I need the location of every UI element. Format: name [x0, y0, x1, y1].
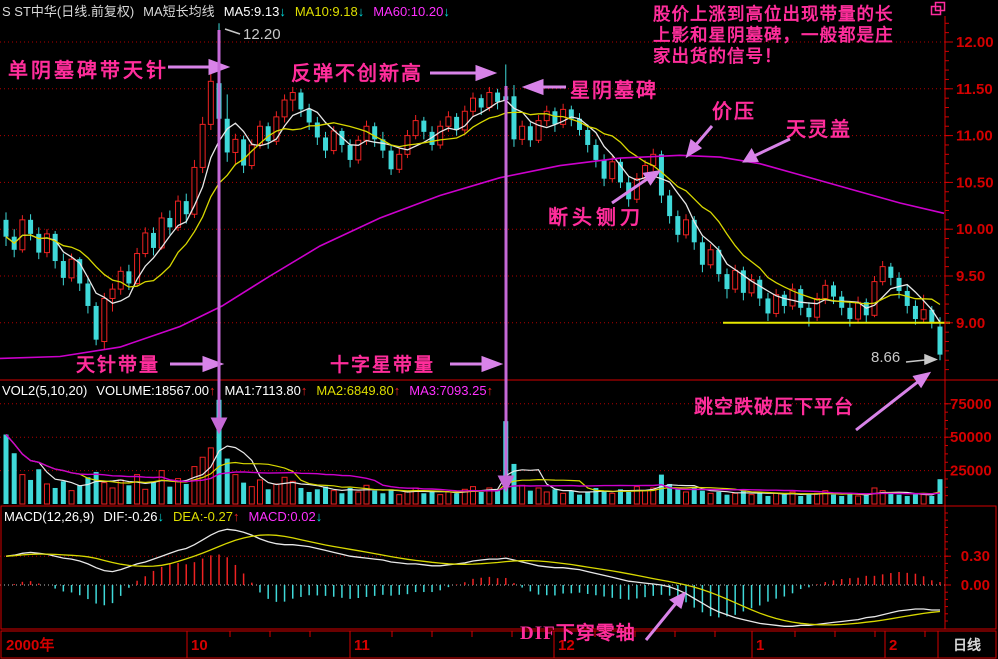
macd-axis-label: 0.00	[961, 577, 990, 594]
annotation-guillotine: 断头铡刀	[548, 207, 644, 229]
chart-line	[5, 434, 941, 495]
chart-line	[5, 99, 941, 323]
signal-line-2: 上影和星阴墓碑，一般都是庄	[653, 25, 894, 45]
ma10-value: MA10:9.18	[294, 4, 358, 19]
stock-title: S ST中华(日线.前复权)	[2, 4, 135, 19]
chart-line	[5, 434, 941, 495]
annotation-dif-cross-zero: DIF下穿零轴	[520, 623, 636, 644]
down-arrow-icon: ↓	[157, 509, 165, 524]
peak-price-label: 12.20	[243, 26, 281, 43]
price-axis-label: 9.00	[956, 315, 985, 332]
ma60-value: MA60:10.20	[373, 4, 444, 19]
price-axis-label: 11.50	[956, 81, 993, 98]
macd-pane-border	[0, 505, 997, 630]
vol-indicator-name: VOL2(5,10,20)	[2, 383, 88, 398]
signal-line-3: 家出货的信号！	[653, 46, 783, 66]
down-arrow-icon: ↓	[357, 4, 365, 19]
chart-line	[5, 528, 940, 627]
x-axis-month-label: 1	[756, 637, 764, 654]
price-axis-label: 12.00	[956, 34, 994, 51]
down-arrow-icon: ↓	[315, 509, 323, 524]
dea-value: DEA:-0.27	[173, 509, 233, 524]
up-arrow-icon: ↑	[393, 383, 401, 398]
indicator-name: MA短长均线	[143, 4, 215, 19]
annotation-doji-volume: 十字星带量	[330, 355, 436, 376]
up-arrow-icon: ↑	[209, 383, 216, 398]
volume-indicator-header: VOL2(5,10,20) VOLUME:18567.00↑ MA1:7113.80…	[2, 383, 493, 398]
up-arrow-icon: ↑	[300, 383, 308, 398]
chart-line	[5, 534, 941, 626]
x-axis-month-label: 2	[889, 637, 897, 654]
price-axis-label: 11.00	[956, 128, 993, 145]
down-arrow-icon: ↓	[279, 4, 286, 19]
main-chart-header: S ST中华(日线.前复权) MA短长均线 MA5:9.13↓ MA10:9.18↓ M…	[2, 1, 450, 20]
annotation-gravestone-pin: 单阴墓碑带天针	[8, 60, 169, 82]
signal-line-1: 股价上涨到高位出现带量的长	[653, 4, 894, 24]
annotation-sky-cap: 天灵盖	[786, 119, 852, 141]
last-price-label: 8.66	[871, 349, 901, 366]
annotation-signal-paragraph: 股价上涨到高位出现带量的长 上影和星阴墓碑，一般都是庄 家出货的信号！	[653, 4, 894, 67]
x-axis-month-label: 11	[354, 637, 370, 654]
chart-line	[5, 111, 941, 306]
volume-value: VOLUME:18567.00	[96, 383, 210, 398]
up-arrow-icon: ↑	[486, 383, 494, 398]
volume-axis-label: 25000	[950, 463, 992, 480]
up-arrow-icon: ↑	[232, 509, 240, 524]
price-axis-label: 9.50	[956, 268, 985, 285]
annotation-star-gravestone: 星阴墓碑	[570, 80, 658, 102]
x-axis-month-label: 10	[191, 637, 208, 654]
macd-axis-label: 0.30	[961, 548, 990, 565]
annotation-gap-break: 跳空跌破压下平台	[694, 397, 855, 418]
vol-ma2-value: MA2:6849.80	[316, 383, 394, 398]
ma5-value: MA5:9.13	[223, 4, 280, 19]
down-arrow-icon: ↓	[443, 4, 450, 19]
volume-axis-label: 50000	[950, 429, 992, 446]
volume-axis-label: 75000	[950, 396, 992, 413]
x-axis-bar	[0, 630, 997, 659]
macd-indicator-name: MACD(12,26,9)	[4, 509, 95, 524]
annotation-price-pressure: 价压	[712, 101, 756, 123]
vol-ma3-value: MA3:7093.25	[409, 383, 487, 398]
macd-indicator-header: MACD(12,26,9) DIF:-0.26↓ DEA:-0.27↑ MACD:0.…	[4, 509, 322, 524]
annotation-rebound-no-new-high: 反弹不创新高	[291, 63, 423, 85]
annotation-pin-volume: 天针带量	[76, 355, 161, 376]
x-axis-year-label: 2000年	[6, 636, 54, 654]
chart-line	[5, 434, 941, 496]
chart-line	[0, 154, 945, 360]
x-axis-month-label: 12	[558, 637, 575, 654]
period-label[interactable]: 日线	[953, 637, 981, 653]
vol-ma1-value: MA1:7113.80	[224, 383, 301, 398]
price-axis-label: 10.00	[956, 221, 994, 238]
dif-value: DIF:-0.26	[103, 509, 158, 524]
price-axis-label: 10.50	[956, 174, 994, 191]
macd-value: MACD:0.02	[248, 509, 316, 524]
